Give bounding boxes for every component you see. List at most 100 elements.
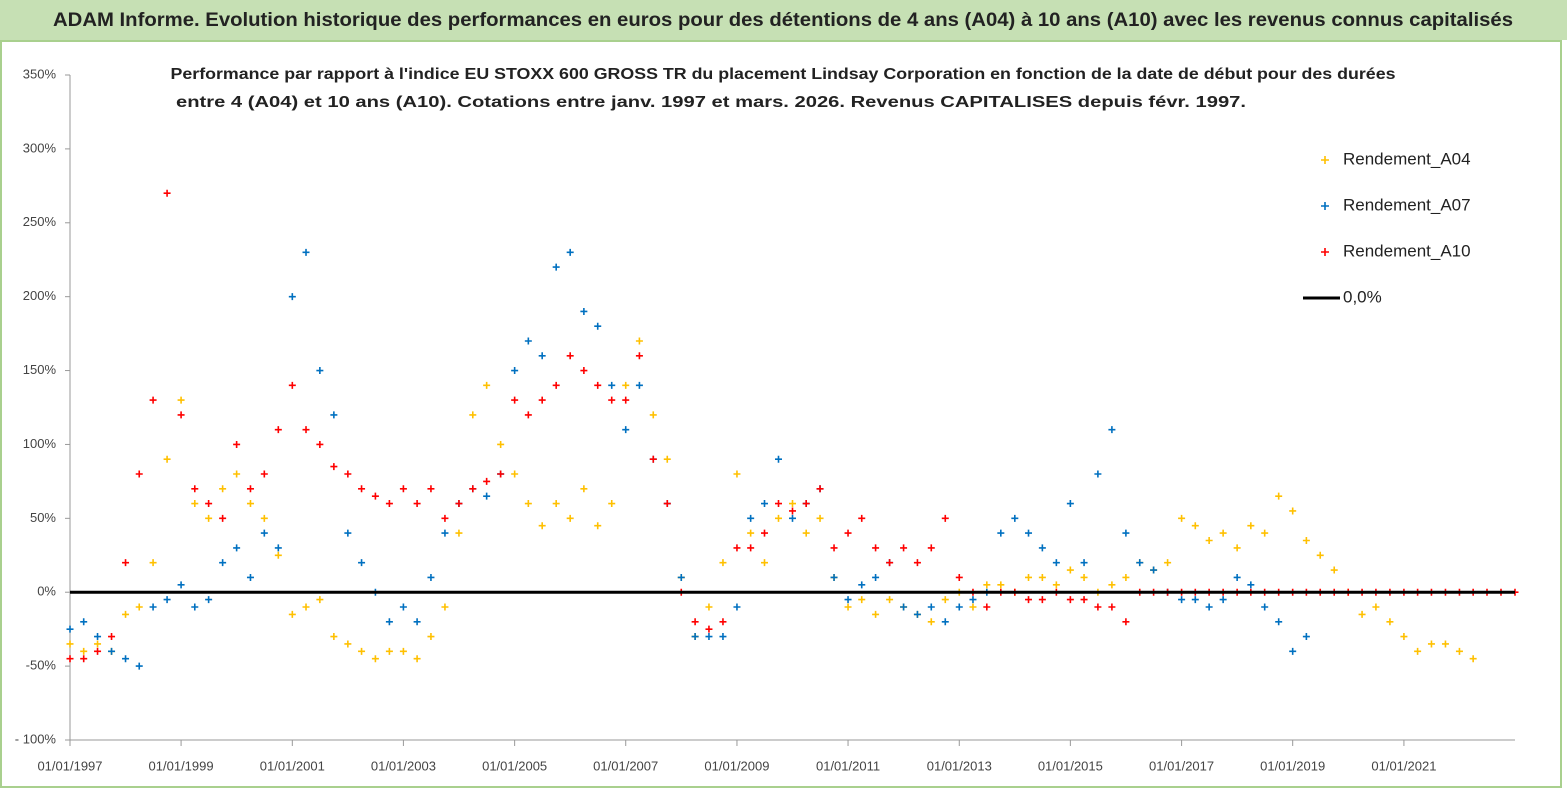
- point: [635, 352, 643, 360]
- point: [635, 337, 643, 345]
- point: [747, 514, 755, 522]
- y-tick-label: -50%: [26, 658, 57, 673]
- point: [316, 596, 324, 604]
- point: [608, 396, 616, 404]
- point: [122, 610, 130, 618]
- point: [385, 500, 393, 508]
- legend-marker: [1321, 156, 1329, 164]
- point: [330, 633, 338, 641]
- legend-marker: [1321, 248, 1329, 256]
- point: [594, 381, 602, 389]
- x-tick-label: 01/01/2001: [260, 758, 325, 773]
- x-tick-label: 01/01/2015: [1038, 758, 1103, 773]
- point: [66, 640, 74, 648]
- point: [872, 610, 880, 618]
- point: [983, 581, 991, 589]
- point: [1372, 603, 1380, 611]
- point: [108, 647, 116, 655]
- point: [413, 655, 421, 663]
- point: [1025, 596, 1033, 604]
- point: [1178, 514, 1186, 522]
- header-bar: [0, 0, 1567, 40]
- point: [1025, 529, 1033, 537]
- point: [66, 625, 74, 633]
- point: [1275, 618, 1283, 626]
- point: [844, 596, 852, 604]
- point: [1038, 573, 1046, 581]
- point: [177, 411, 185, 419]
- point: [622, 396, 630, 404]
- point: [1191, 596, 1199, 604]
- chart-title: Performance par rapport à l'indice EU ST…: [171, 66, 1396, 83]
- point: [733, 603, 741, 611]
- point: [288, 293, 296, 301]
- x-tick-label: 01/01/1999: [149, 758, 214, 773]
- point: [1122, 573, 1130, 581]
- point: [886, 596, 894, 604]
- point: [747, 544, 755, 552]
- point: [927, 603, 935, 611]
- point: [524, 500, 532, 508]
- point: [1164, 559, 1172, 567]
- point: [691, 618, 699, 626]
- point: [1066, 596, 1074, 604]
- point: [677, 573, 685, 581]
- point: [1414, 647, 1422, 655]
- point: [608, 500, 616, 508]
- point: [1025, 573, 1033, 581]
- x-tick-label: 01/01/2019: [1260, 758, 1325, 773]
- point: [733, 544, 741, 552]
- point: [802, 500, 810, 508]
- legend-label: Rendement_A04: [1343, 149, 1471, 168]
- legend-label: 0,0%: [1343, 287, 1382, 306]
- point: [497, 470, 505, 478]
- point: [344, 470, 352, 478]
- point: [163, 596, 171, 604]
- point: [511, 367, 519, 375]
- point: [455, 529, 463, 537]
- point: [566, 352, 574, 360]
- point: [1080, 596, 1088, 604]
- point: [649, 455, 657, 463]
- point: [288, 610, 296, 618]
- point: [497, 440, 505, 448]
- point: [927, 618, 935, 626]
- point: [163, 189, 171, 197]
- point: [1052, 581, 1060, 589]
- point: [94, 633, 102, 641]
- y-tick-label: 200%: [23, 288, 57, 303]
- point: [94, 640, 102, 648]
- point: [941, 596, 949, 604]
- point: [1052, 559, 1060, 567]
- point: [399, 603, 407, 611]
- point: [469, 411, 477, 419]
- point: [163, 455, 171, 463]
- point: [1150, 566, 1158, 574]
- point: [1122, 618, 1130, 626]
- x-tick-label: 01/01/1997: [37, 758, 102, 773]
- point: [330, 463, 338, 471]
- point: [302, 426, 310, 434]
- point: [941, 618, 949, 626]
- point: [1233, 573, 1241, 581]
- point: [1247, 581, 1255, 589]
- y-tick-label: - 100%: [15, 731, 57, 746]
- point: [566, 514, 574, 522]
- chart-title: entre 4 (A04) et 10 ans (A10). Cotations…: [176, 94, 1246, 111]
- point: [1289, 647, 1297, 655]
- point: [441, 514, 449, 522]
- point: [483, 477, 491, 485]
- point: [80, 618, 88, 626]
- x-tick-label: 01/01/2017: [1149, 758, 1214, 773]
- y-tick-label: 0%: [37, 584, 56, 599]
- point: [1108, 581, 1116, 589]
- point: [1136, 559, 1144, 567]
- point: [274, 426, 282, 434]
- x-tick-label: 01/01/2009: [704, 758, 769, 773]
- point: [246, 573, 254, 581]
- point: [1302, 537, 1310, 544]
- point: [761, 559, 769, 567]
- point: [594, 322, 602, 330]
- point: [538, 522, 546, 530]
